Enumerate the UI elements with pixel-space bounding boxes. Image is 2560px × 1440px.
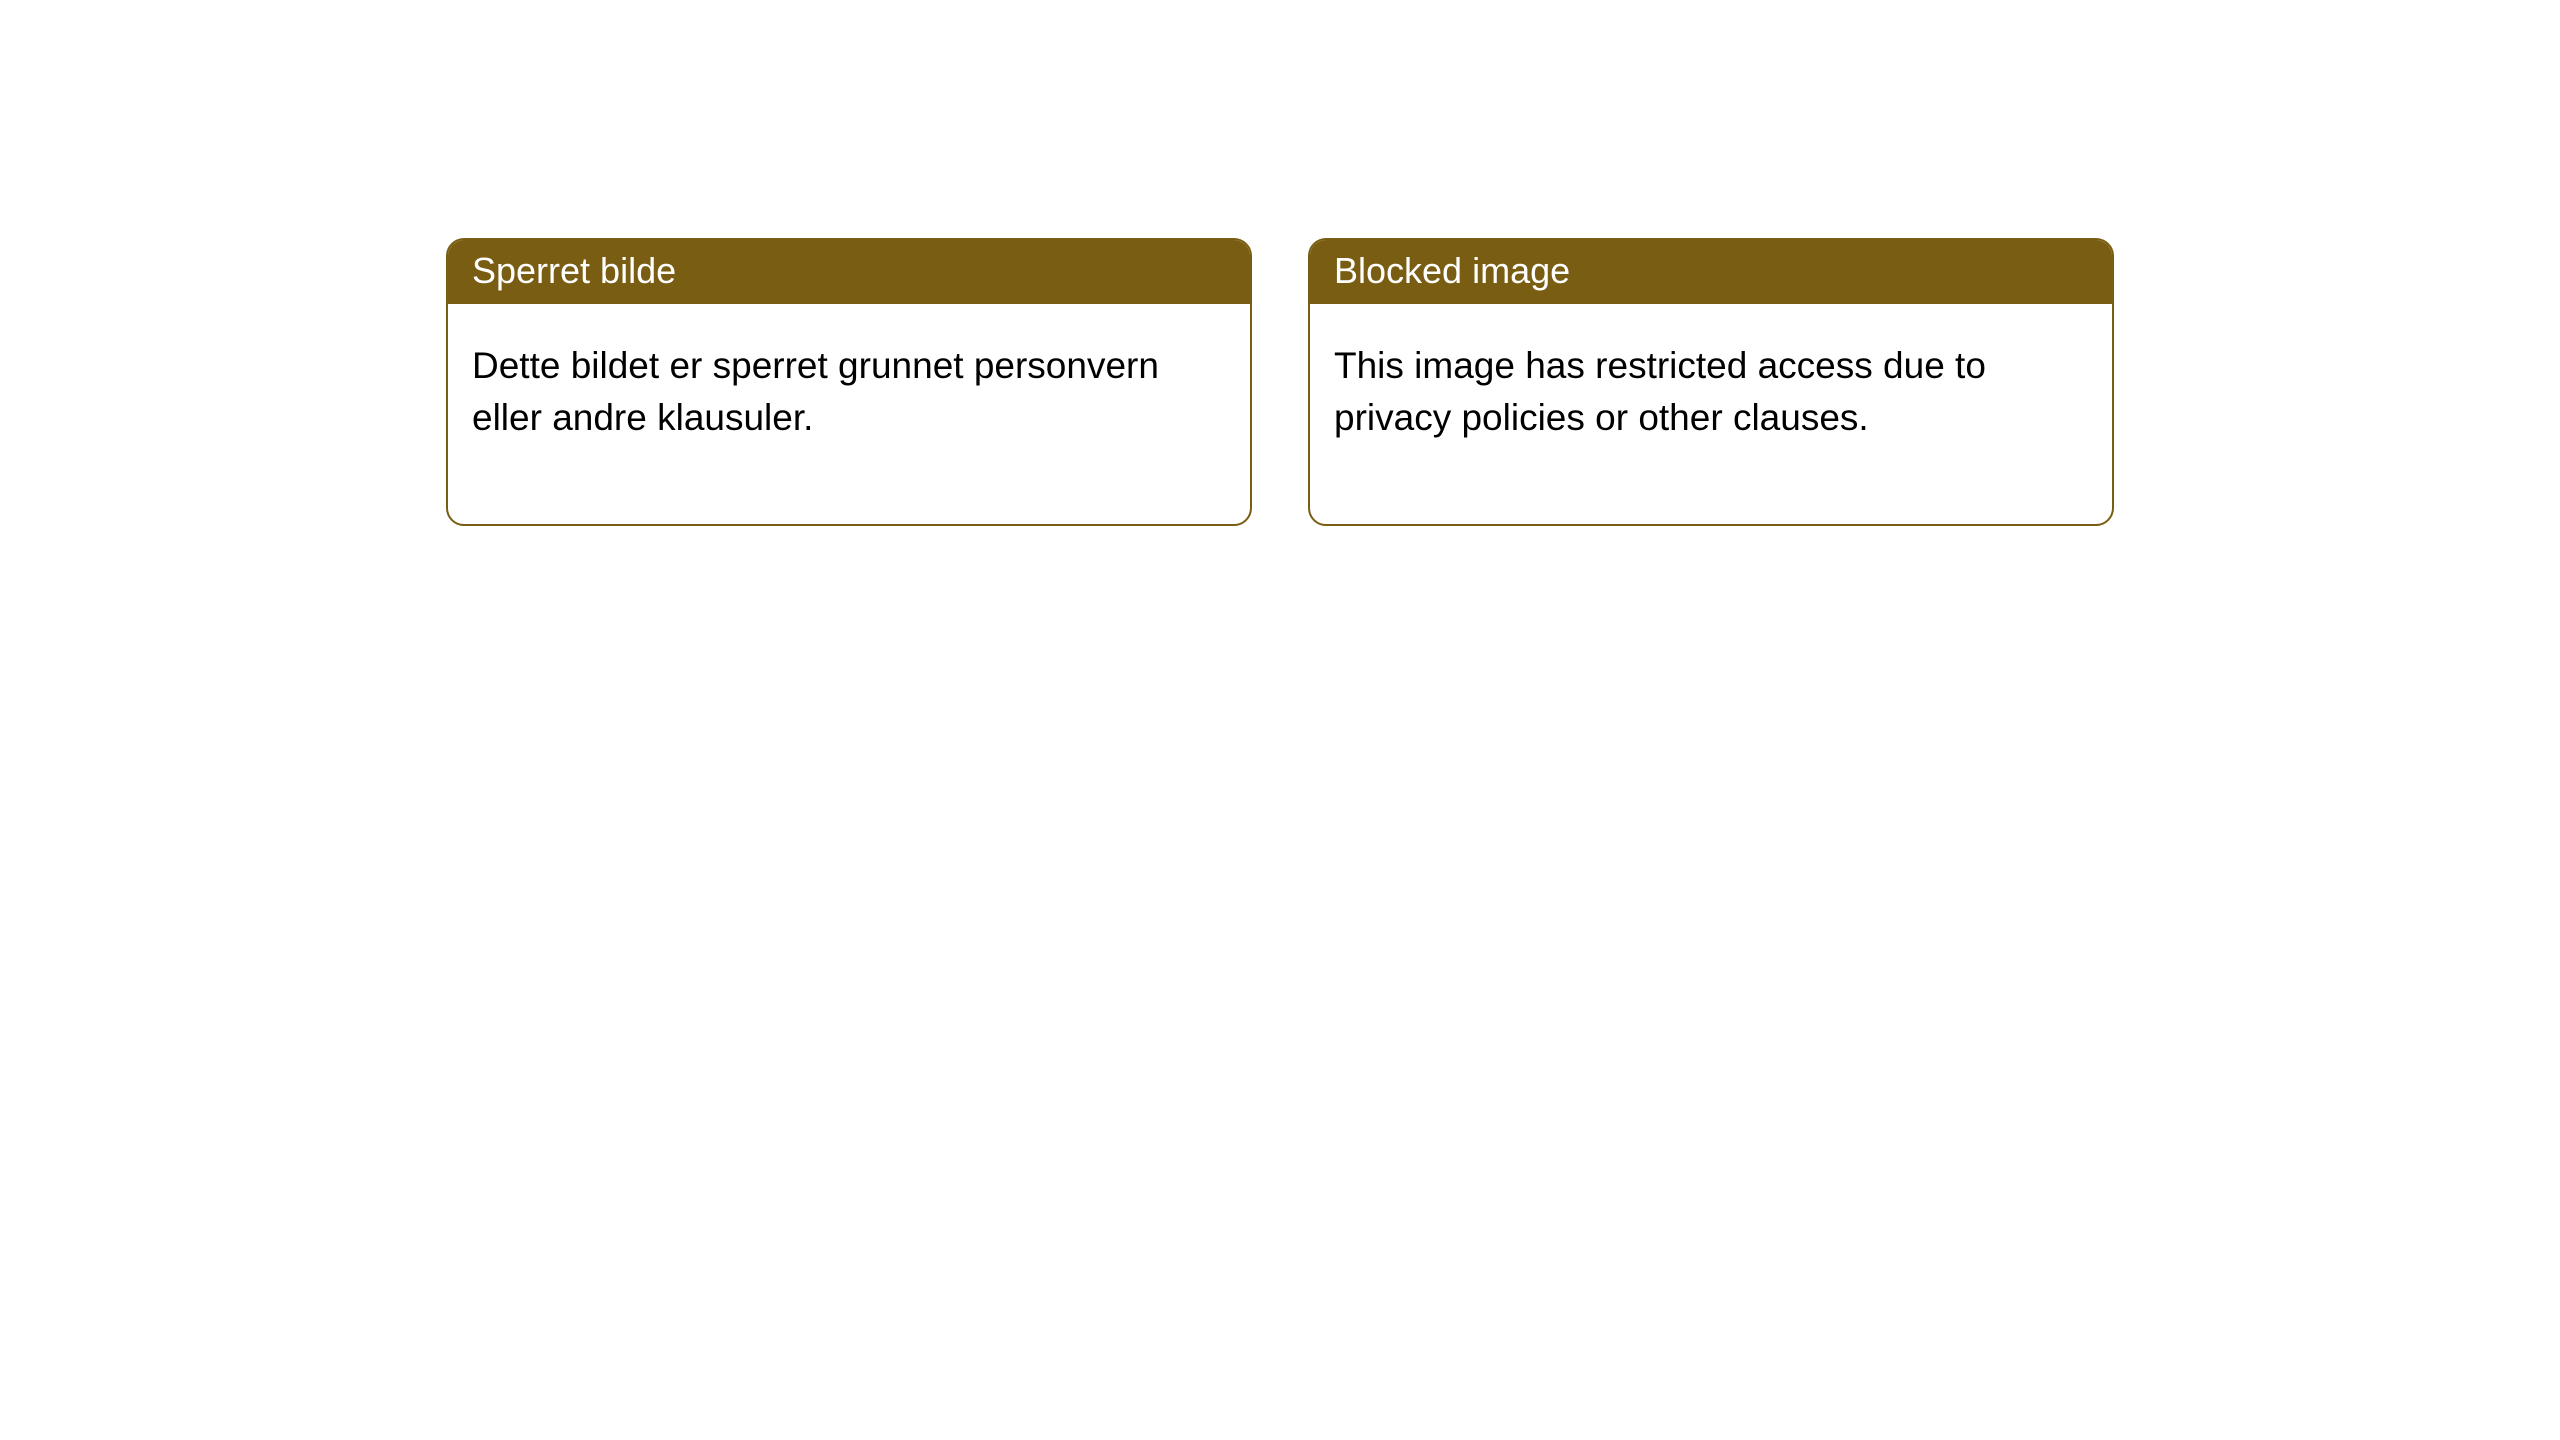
blocked-image-card-no: Sperret bilde Dette bildet er sperret gr… xyxy=(446,238,1252,526)
blocked-image-card-en: Blocked image This image has restricted … xyxy=(1308,238,2114,526)
card-header-en: Blocked image xyxy=(1310,240,2112,304)
card-body-no: Dette bildet er sperret grunnet personve… xyxy=(448,304,1250,524)
card-body-en: This image has restricted access due to … xyxy=(1310,304,2112,524)
notice-cards-container: Sperret bilde Dette bildet er sperret gr… xyxy=(0,0,2560,526)
card-header-no: Sperret bilde xyxy=(448,240,1250,304)
